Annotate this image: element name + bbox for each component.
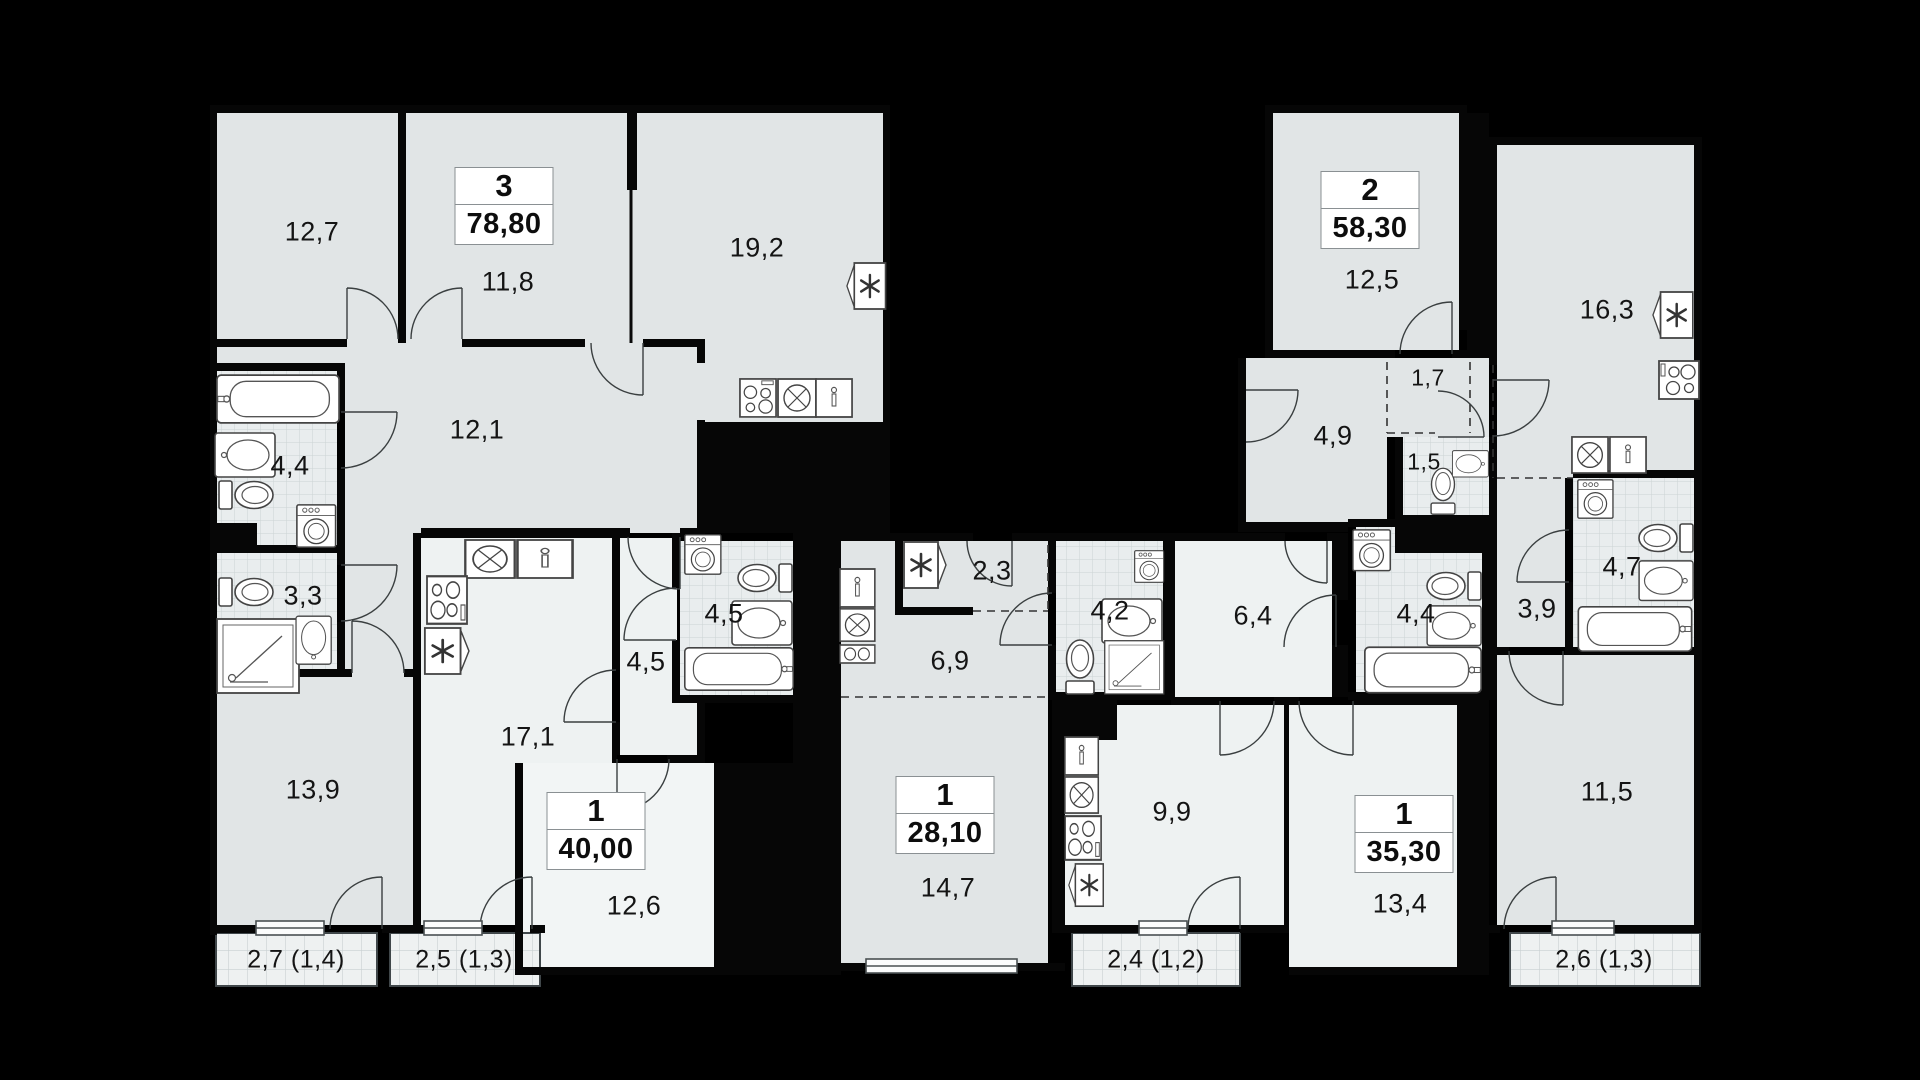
sink-icon	[1426, 605, 1482, 647]
dashed-boundaries	[841, 362, 1573, 698]
washing-machine-icon	[1352, 529, 1392, 572]
kitchen-cabinet-icon	[1609, 436, 1647, 474]
vent-flue-icon	[1652, 291, 1694, 339]
toilet-icon	[1065, 639, 1095, 695]
washing-machine-icon	[1577, 479, 1614, 519]
bathtub-icon	[1364, 646, 1482, 694]
stove-icon	[1064, 815, 1102, 861]
kitchen-sink-icon	[464, 539, 516, 579]
toilet-icon	[1430, 467, 1456, 515]
sink-icon	[731, 600, 793, 646]
toilet-icon	[1638, 523, 1694, 553]
sink-icon	[295, 615, 332, 665]
stove-icon	[426, 575, 468, 625]
bathtub-icon	[684, 646, 794, 692]
vent-flue-icon	[1068, 863, 1105, 908]
washing-machine-icon	[1134, 550, 1165, 583]
shower-icon	[1104, 640, 1165, 695]
toilet-icon	[1426, 571, 1482, 601]
kitchen-sink-icon	[839, 608, 876, 642]
kitchen-cabinet-icon	[839, 568, 876, 608]
vent-flue-icon	[903, 541, 947, 589]
sink-icon	[214, 432, 276, 478]
vent-flue-icon	[846, 262, 887, 310]
kitchen-sink-icon	[1571, 436, 1609, 474]
kitchen-cabinet-icon	[1064, 736, 1100, 776]
stove-icon	[1658, 360, 1700, 400]
sink-icon	[1101, 598, 1163, 644]
window-sills	[255, 920, 1615, 974]
bathtub-icon	[216, 374, 340, 424]
stove-icon	[739, 378, 777, 418]
sink-icon	[1451, 450, 1489, 478]
toilet-icon	[737, 563, 793, 593]
stove-icon	[839, 644, 876, 664]
bathtub-icon	[1577, 606, 1693, 652]
kitchen-sink-icon	[777, 378, 817, 418]
washing-machine-icon	[684, 534, 722, 575]
toilet-icon	[218, 577, 274, 607]
sink-icon	[1638, 560, 1694, 602]
kitchen-cabinet-icon	[815, 378, 853, 418]
toilet-icon	[218, 480, 274, 510]
walls	[210, 105, 1702, 975]
vent-flue-icon	[423, 627, 470, 675]
door-arcs	[329, 287, 1570, 930]
washing-machine-icon	[296, 504, 337, 548]
kitchen-cabinet-icon	[516, 539, 574, 579]
shower-icon	[216, 618, 300, 694]
kitchen-sink-icon	[1064, 776, 1100, 814]
